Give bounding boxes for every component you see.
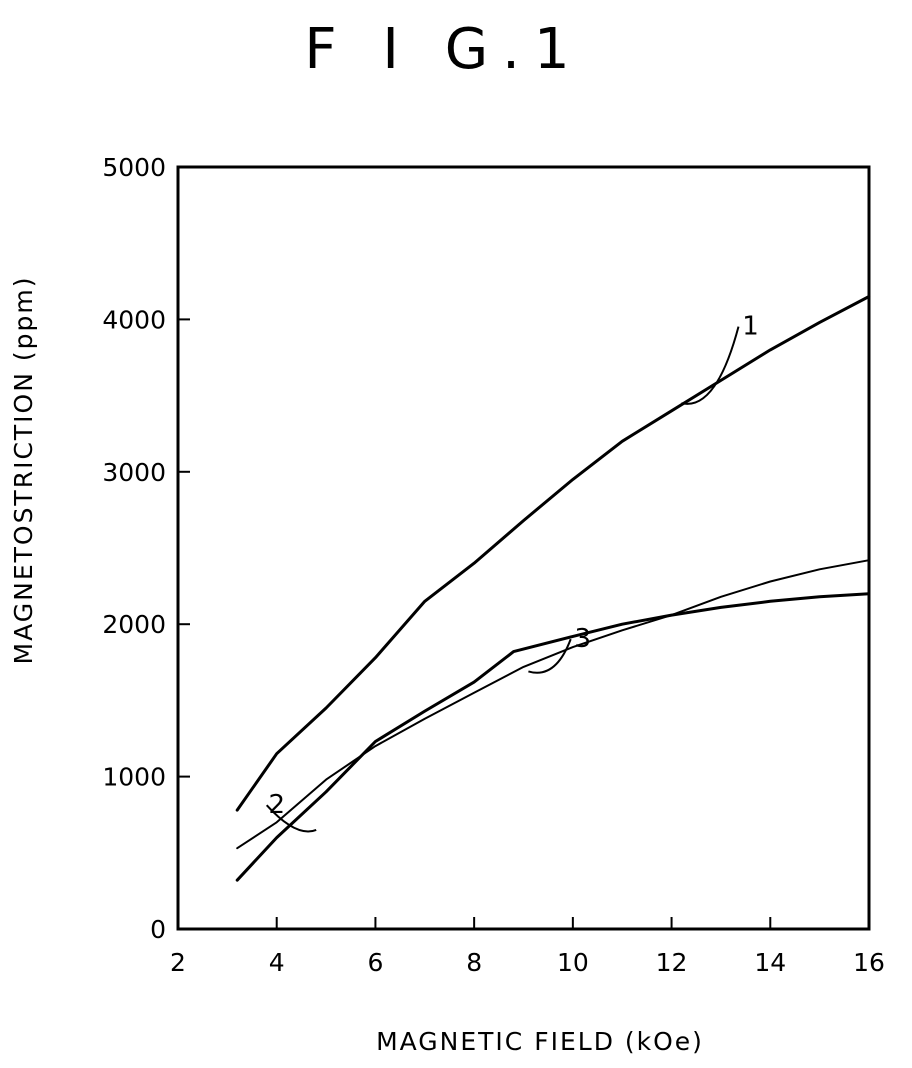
x-tick-label: 2 [170,948,186,977]
x-tick-label: 16 [853,948,885,977]
series-line-2 [237,594,869,881]
series-line-1 [237,297,869,811]
series-line-3 [237,560,869,848]
y-tick-label: 1000 [102,763,166,792]
curve-label-1: 1 [742,312,759,342]
y-axis-label: MAGNETOSTRICTION (ppm) [9,276,38,665]
series-layer [237,297,869,881]
y-tick-label: 0 [150,915,166,944]
y-tick-label: 4000 [102,305,166,334]
x-tick-label: 6 [367,948,383,977]
x-tick-label: 10 [557,948,589,977]
curve-label-3: 3 [574,624,591,654]
x-tick-label: 4 [269,948,285,977]
x-tick-label: 12 [656,948,688,977]
x-axis-label: MAGNETIC FIELD (kOe) [376,1027,704,1056]
figure-title: F I G.1 [304,17,583,82]
x-tick-label: 14 [754,948,786,977]
annotation-layer: 123 [267,312,759,832]
x-tick-label: 8 [466,948,482,977]
y-tick-label: 2000 [102,610,166,639]
y-tick-label: 3000 [102,458,166,487]
leader-line-1 [681,327,738,404]
y-tick-label: 5000 [102,153,166,182]
x-axis-ticks: 2 4 6 8 10 12 14 16 [170,917,885,977]
